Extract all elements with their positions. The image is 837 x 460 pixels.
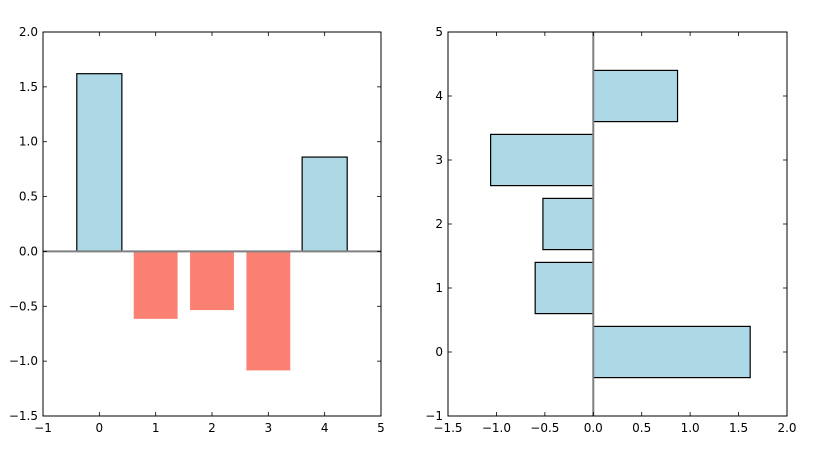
horizontal-bar: 1: -0.6 [534, 261, 594, 315]
y-tick-label: 0.0 [19, 244, 38, 258]
x-tick-label: −1.5 [433, 421, 462, 435]
y-tick-label: 0.5 [19, 190, 38, 204]
x-tick-label: 0.5 [632, 421, 651, 435]
x-tick-label: −0.5 [530, 421, 559, 435]
y-tick-label: −1.5 [9, 409, 38, 423]
y-tick-label: −1.0 [9, 354, 38, 368]
x-tick-label: 0.0 [584, 421, 603, 435]
x-tick-label: 5 [377, 421, 385, 435]
negative-bar: 2: -0.54 [188, 250, 236, 312]
horizontal-bar: 3: -1.06 [490, 133, 594, 187]
y-tick-label: 4 [435, 89, 443, 103]
bar-series: 0: 1.62 1: -0.6 2: -0.52 3: -1.06 4: 0.87 [490, 69, 751, 379]
x-axis-ticks: −1.5 −1.0 −0.5 0.0 0.5 1.0 1.5 2.0 [433, 32, 797, 435]
y-tick-label: 2 [435, 217, 443, 231]
x-tick-label: 1.0 [681, 421, 700, 435]
x-tick-label: 3 [265, 421, 273, 435]
horizontal-bar: 2: -0.52 [542, 197, 594, 251]
positive-bar: 4: 0.86 [301, 156, 348, 253]
y-tick-label: 1.5 [19, 80, 38, 94]
y-tick-label: 1 [435, 281, 443, 295]
x-tick-label: 4 [321, 421, 329, 435]
x-tick-label: −1 [34, 421, 52, 435]
y-tick-label: −0.5 [9, 299, 38, 313]
horizontal-bar-chart: 0: 1.62 1: -0.6 2: -0.52 3: -1.06 4: 0.87 −1… [425, 25, 796, 435]
y-axis-ticks: −1 0 1 2 3 4 5 [425, 25, 787, 423]
vertical-bar-chart: 0: 1.621: -0.622: -0.543: -1.094: 0.86 −… [9, 25, 385, 435]
y-tick-label: −1 [425, 409, 443, 423]
x-tick-label: 1 [152, 421, 160, 435]
x-tick-label: −1.0 [482, 421, 511, 435]
y-tick-label: 2.0 [19, 25, 38, 39]
y-tick-label: 0 [435, 345, 443, 359]
y-axis-ticks: −1.5 −1.0 −0.5 0.0 0.5 1.0 1.5 2.0 [9, 25, 381, 423]
bar-series: 0: 1.621: -0.622: -0.543: -1.094: 0.86 [76, 73, 348, 372]
y-tick-label: 3 [435, 153, 443, 167]
x-tick-label: 2.0 [777, 421, 796, 435]
horizontal-bar: 4: 0.87 [592, 69, 679, 123]
positive-bar: 0: 1.62 [76, 73, 123, 253]
negative-bar: 3: -1.09 [245, 250, 292, 372]
x-axis-ticks: −1 0 1 2 3 4 5 [34, 32, 385, 435]
y-tick-label: 5 [435, 25, 443, 39]
x-tick-label: 0 [96, 421, 104, 435]
y-tick-label: 1.0 [19, 135, 38, 149]
x-tick-label: 2 [208, 421, 216, 435]
negative-bar: 1: -0.62 [132, 250, 179, 321]
x-tick-label: 1.5 [729, 421, 748, 435]
horizontal-bar: 0: 1.62 [592, 325, 751, 379]
